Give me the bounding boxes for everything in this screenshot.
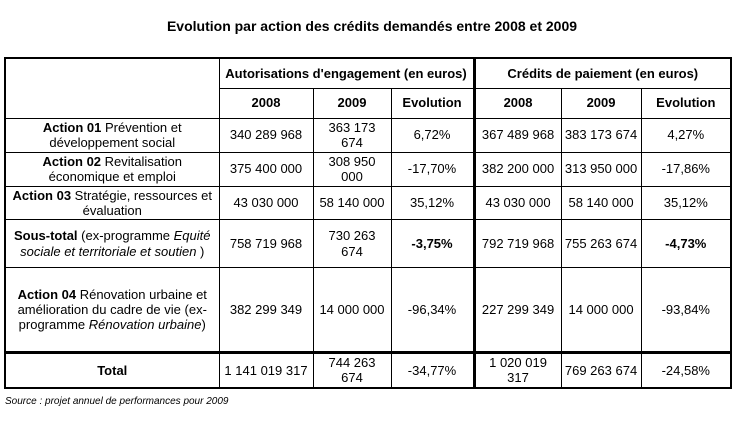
table-row-total: Total 1 141 019 317 744 263 674 -34,77% … [4,351,732,389]
cell-cp-2009: 313 950 000 [560,151,642,187]
cell-ae-2008: 340 289 968 [218,117,314,153]
row-label-text2: ) [201,317,206,333]
corner-cell [4,57,220,119]
row-label-bold: Action 01 [42,119,102,135]
document-page: Evolution par action des crédits demandé… [0,18,744,407]
cell-cp-evolution: -93,84% [640,267,732,354]
source-note: Source : projet annuel de performances p… [5,395,229,407]
report-title: Evolution par action des crédits demandé… [166,18,578,34]
row-label-bold: Action 04 [17,286,77,302]
cell-ae-2009: 730 263 674 [312,219,392,269]
cell-ae-2009: 58 140 000 [312,185,392,221]
cell-ae-2008: 43 030 000 [218,185,314,221]
col-header-cp-evolution: Evolution [640,87,732,119]
row-label-text: Rénovation urbaine et amélioration du ca… [17,286,207,333]
cell-cp-2008: 382 200 000 [472,151,562,187]
row-label-italic: Equité sociale et territoriale et soutie… [20,228,211,259]
row-label-action-02: Action 02 Revitalisation économique et e… [4,151,220,187]
row-label-bold: Action 03 [12,187,72,203]
cell-ae-2008: 375 400 000 [218,151,314,187]
row-label-bold: Action 02 [42,153,102,169]
cell-cp-2009: 755 263 674 [560,219,642,269]
cell-cp-2008: 792 719 968 [472,219,562,269]
cell-cp-evolution: -4,73% [640,219,732,269]
group-header-autorisations-engagement: Autorisations d'engagement (en euros) [218,57,475,89]
cell-ae-evolution: -96,34% [390,267,475,354]
cell-ae-2008: 758 719 968 [218,219,314,269]
credits-evolution-table: Autorisations d'engagement (en euros) Cr… [4,57,733,389]
col-header-cp-2008: 2008 [472,87,562,119]
cell-ae-2009: 363 173 674 [312,117,392,153]
col-header-ae-evolution: Evolution [390,87,475,119]
group-header-credits-paiement: Crédits de paiement (en euros) [472,57,732,89]
cell-ae-evolution: -17,70% [390,151,475,187]
row-label-action-04: Action 04 Rénovation urbaine et améliora… [4,267,220,354]
table-row-sous-total: Sous-total (ex-programme Equité sociale … [4,219,732,269]
col-header-cp-2009: 2009 [560,87,642,119]
col-header-ae-2008: 2008 [218,87,314,119]
row-label-text2: ) [196,243,205,259]
cell-cp-2008: 367 489 968 [472,117,562,153]
row-label-text: Stratégie, ressources et évaluation [71,187,212,218]
row-label-total: Total [4,351,220,389]
cell-ae-evolution: 6,72% [390,117,475,153]
cell-cp-2008: 1 020 019 317 [472,351,562,389]
cell-cp-evolution: -24,58% [640,351,732,389]
row-label-sous-total: Sous-total (ex-programme Equité sociale … [4,219,220,269]
row-label-action-03: Action 03 Stratégie, ressources et évalu… [4,185,220,221]
cell-cp-2008: 43 030 000 [472,185,562,221]
cell-cp-2009: 769 263 674 [560,351,642,389]
table-row-action-01: Action 01 Prévention et développement so… [4,117,732,153]
table-row-action-02: Action 02 Revitalisation économique et e… [4,151,732,187]
cell-ae-evolution: -3,75% [390,219,475,269]
row-label-italic: Rénovation urbaine [88,317,202,333]
table-row-action-04: Action 04 Rénovation urbaine et améliora… [4,267,732,354]
cell-ae-2009: 14 000 000 [312,267,392,354]
row-label-bold: Total [97,362,128,378]
group-header-row: Autorisations d'engagement (en euros) Cr… [4,57,732,119]
col-header-ae-2009: 2009 [312,87,392,119]
row-label-text: (ex-programme [77,228,174,244]
column-header-row: 2008 2009 Evolution 2008 2009 Evolution [5,87,732,119]
cell-ae-evolution: -34,77% [390,351,475,389]
cell-ae-2008: 382 299 349 [218,267,314,354]
table-row-action-03: Action 03 Stratégie, ressources et évalu… [4,185,732,221]
cell-ae-2008: 1 141 019 317 [218,351,314,389]
cell-cp-2008: 227 299 349 [472,267,562,354]
row-label-bold: Sous-total [13,228,78,244]
cell-ae-evolution: 35,12% [390,185,475,221]
cell-cp-2009: 383 173 674 [560,117,642,153]
cell-cp-2009: 14 000 000 [560,267,642,354]
row-label-action-01: Action 01 Prévention et développement so… [4,117,220,153]
cell-cp-evolution: 35,12% [640,185,732,221]
cell-ae-2009: 308 950 000 [312,151,392,187]
cell-cp-2009: 58 140 000 [560,185,642,221]
row-label-text: Revitalisation économique et emploi [48,153,182,184]
cell-cp-evolution: -17,86% [640,151,732,187]
cell-ae-2009: 744 263 674 [312,351,392,389]
cell-cp-evolution: 4,27% [640,117,732,153]
row-label-text: Prévention et développement social [49,119,182,150]
